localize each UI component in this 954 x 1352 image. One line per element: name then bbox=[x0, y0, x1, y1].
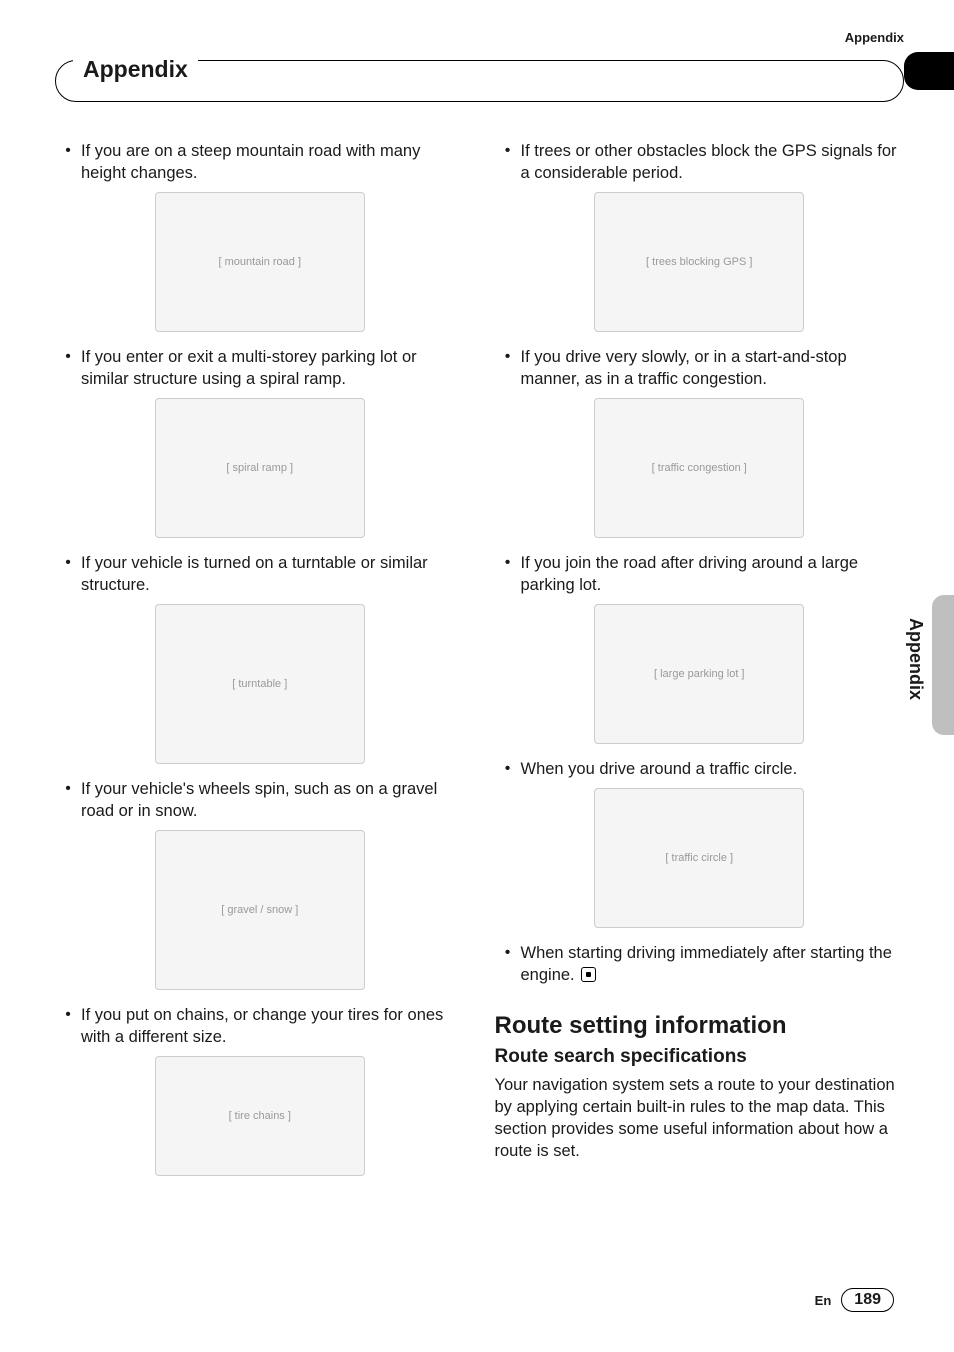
bullet-icon: • bbox=[55, 140, 81, 184]
bullet-item: • If trees or other obstacles block the … bbox=[495, 140, 905, 184]
right-column: • If trees or other obstacles block the … bbox=[495, 140, 905, 1190]
bullet-text: If trees or other obstacles block the GP… bbox=[521, 140, 905, 184]
bullet-text-span: When starting driving immediately after … bbox=[521, 944, 892, 984]
bullet-text: If you drive very slowly, or in a start-… bbox=[521, 346, 905, 390]
appendix-title-text: Appendix bbox=[73, 56, 198, 83]
content-columns: • If you are on a steep mountain road wi… bbox=[55, 140, 904, 1190]
illus-parking-lot: [ large parking lot ] bbox=[594, 604, 804, 744]
illus-traffic: [ traffic congestion ] bbox=[594, 398, 804, 538]
illus-turntable: [ turntable ] bbox=[155, 604, 365, 764]
illus-trees-gps: [ trees blocking GPS ] bbox=[594, 192, 804, 332]
header-appendix-label: Appendix bbox=[845, 30, 904, 45]
page-footer: En 189 bbox=[815, 1288, 894, 1312]
illustration: [ mountain road ] bbox=[55, 192, 465, 332]
bullet-item: • If you put on chains, or change your t… bbox=[55, 1004, 465, 1048]
bullet-text: When you drive around a traffic circle. bbox=[521, 758, 798, 780]
bullet-item: • If you enter or exit a multi-storey pa… bbox=[55, 346, 465, 390]
black-corner-tab bbox=[904, 52, 954, 90]
illustration: [ tire chains ] bbox=[55, 1056, 465, 1176]
side-grey-tab bbox=[932, 595, 954, 735]
bullet-icon: • bbox=[495, 758, 521, 780]
bullet-icon: • bbox=[495, 140, 521, 184]
section-heading-2: Route search specifications bbox=[495, 1046, 905, 1068]
illustration: [ gravel / snow ] bbox=[55, 830, 465, 990]
left-column: • If you are on a steep mountain road wi… bbox=[55, 140, 465, 1190]
bullet-icon: • bbox=[55, 778, 81, 822]
illustration: [ spiral ramp ] bbox=[55, 398, 465, 538]
bullet-text: When starting driving immediately after … bbox=[521, 942, 905, 986]
bullet-text: If your vehicle's wheels spin, such as o… bbox=[81, 778, 465, 822]
bullet-icon: • bbox=[495, 552, 521, 596]
bullet-text: If you enter or exit a multi-storey park… bbox=[81, 346, 465, 390]
appendix-title-badge: Appendix bbox=[55, 60, 904, 102]
section-paragraph: Your navigation system sets a route to y… bbox=[495, 1074, 905, 1162]
illustration: [ turntable ] bbox=[55, 604, 465, 764]
bullet-item: • If you drive very slowly, or in a star… bbox=[495, 346, 905, 390]
illus-mountain-road: [ mountain road ] bbox=[155, 192, 365, 332]
bullet-text: If your vehicle is turned on a turntable… bbox=[81, 552, 465, 596]
bullet-item: • If you are on a steep mountain road wi… bbox=[55, 140, 465, 184]
bullet-icon: • bbox=[55, 552, 81, 596]
bullet-item: • If you join the road after driving aro… bbox=[495, 552, 905, 596]
page-number: 189 bbox=[841, 1288, 894, 1312]
bullet-icon: • bbox=[495, 942, 521, 986]
footer-language: En bbox=[815, 1293, 832, 1308]
bullet-item: • If your vehicle is turned on a turntab… bbox=[55, 552, 465, 596]
bullet-icon: • bbox=[495, 346, 521, 390]
bullet-item: • When you drive around a traffic circle… bbox=[495, 758, 905, 780]
bullet-text: If you join the road after driving aroun… bbox=[521, 552, 905, 596]
side-appendix-label: Appendix bbox=[905, 618, 926, 700]
illus-gravel-snow: [ gravel / snow ] bbox=[155, 830, 365, 990]
bullet-text: If you are on a steep mountain road with… bbox=[81, 140, 465, 184]
illustration: [ traffic circle ] bbox=[495, 788, 905, 928]
bullet-text: If you put on chains, or change your tir… bbox=[81, 1004, 465, 1048]
illustration: [ traffic congestion ] bbox=[495, 398, 905, 538]
bullet-item: • If your vehicle's wheels spin, such as… bbox=[55, 778, 465, 822]
end-section-icon bbox=[581, 967, 596, 982]
illus-traffic-circle: [ traffic circle ] bbox=[594, 788, 804, 928]
illustration: [ large parking lot ] bbox=[495, 604, 905, 744]
illus-tire-chains: [ tire chains ] bbox=[155, 1056, 365, 1176]
illus-parking-ramp: [ spiral ramp ] bbox=[155, 398, 365, 538]
illustration: [ trees blocking GPS ] bbox=[495, 192, 905, 332]
section-heading-1: Route setting information bbox=[495, 1012, 905, 1040]
bullet-icon: • bbox=[55, 346, 81, 390]
bullet-item: • When starting driving immediately afte… bbox=[495, 942, 905, 986]
bullet-icon: • bbox=[55, 1004, 81, 1048]
